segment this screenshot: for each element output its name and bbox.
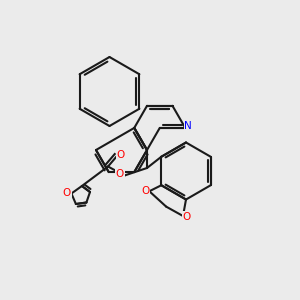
- Text: O: O: [182, 212, 191, 222]
- Text: O: O: [116, 169, 124, 179]
- Text: O: O: [116, 149, 125, 160]
- Text: O: O: [142, 186, 150, 196]
- Text: O: O: [63, 188, 71, 199]
- Text: N: N: [184, 122, 192, 131]
